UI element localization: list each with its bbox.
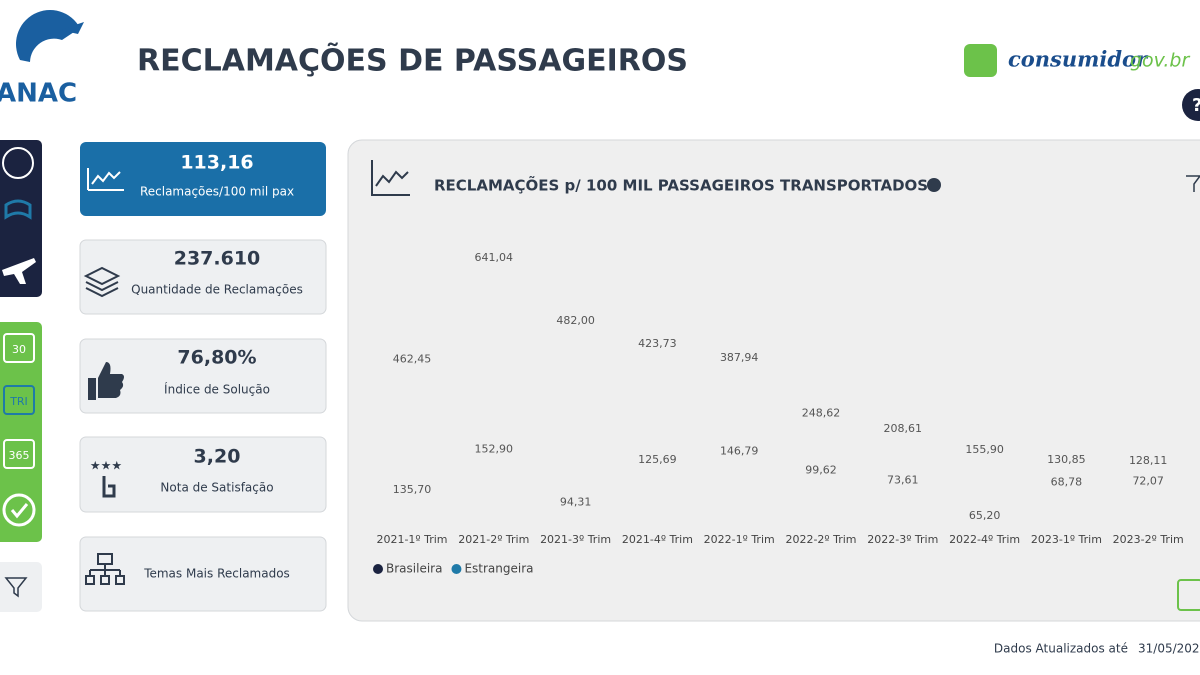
check-icon [10, 503, 29, 519]
legend-marker [451, 564, 462, 574]
x-tick-label: 2022-2º Trim [785, 533, 856, 546]
logo-plane [60, 22, 84, 34]
kpi-value: 3,20 [194, 446, 241, 468]
brand-icon [964, 44, 997, 77]
data-label: 208,61 [884, 422, 923, 435]
x-tick-label: 2023-1º Trim [1031, 533, 1102, 546]
kpi-value: 76,80% [177, 347, 256, 369]
kpi-label: Temas Mais Reclamados [143, 567, 290, 581]
kpi-icon [87, 168, 124, 191]
clear-filter-icon [4, 577, 28, 598]
chart-card [347, 139, 1200, 622]
data-label: 462,45 [393, 353, 432, 366]
data-label: 68,78 [1051, 476, 1083, 489]
x-tick-label: 2022-4º Trim [949, 533, 1020, 546]
kpi-card[interactable] [79, 239, 327, 315]
data-label: 135,70 [393, 483, 432, 496]
kpi-icon-hand [102, 476, 116, 498]
x-tick-label: 2021-2º Trim [458, 533, 529, 546]
data-label: 130,85 [1047, 453, 1086, 466]
period-label[interactable]: 365 [9, 449, 30, 462]
kpi-label: Reclamações/100 mil pax [140, 185, 294, 199]
kpi-value: 237.610 [174, 248, 261, 270]
footer-label: Dados Atualizados até [994, 642, 1128, 656]
filter-group [0, 140, 42, 297]
legend-label: Brasileira [386, 562, 442, 576]
period-button[interactable] [3, 439, 35, 469]
brand-name: consumidor [1008, 47, 1149, 72]
footer-date: 31/05/2023 [1138, 642, 1200, 656]
data-label: 482,00 [556, 314, 595, 327]
table-button[interactable] [1177, 579, 1200, 611]
x-tick-label: 2021-1º Trim [376, 533, 447, 546]
kpi-card[interactable] [79, 536, 327, 612]
legend-marker [373, 564, 383, 574]
info-icon[interactable] [927, 178, 941, 192]
kpi-icon [83, 266, 121, 298]
kpi-card[interactable] [79, 436, 327, 513]
kpi-value: 113,16 [180, 152, 253, 174]
data-label: 152,90 [475, 442, 514, 455]
clear-filter-button[interactable] [0, 562, 42, 612]
data-label: 65,20 [969, 509, 1001, 522]
kpi-icon: ★★★ [90, 459, 122, 473]
period-label[interactable]: TRI [9, 395, 28, 408]
logo-mark [16, 10, 80, 62]
x-tick-label: 2022-1º Trim [704, 533, 775, 546]
data-label: 125,69 [638, 453, 677, 466]
chart-title: RECLAMAÇÕES p/ 100 MIL PASSAGEIROS TRANS… [434, 176, 928, 195]
kpi-icon [85, 553, 125, 585]
x-tick-label: 2021-4º Trim [622, 533, 693, 546]
data-label: 387,94 [720, 351, 759, 364]
data-label: 94,31 [560, 495, 592, 508]
page-title: RECLAMAÇÕES DE PASSAGEIROS [137, 42, 688, 79]
data-label: 423,73 [638, 337, 677, 350]
kpi-card[interactable] [80, 142, 326, 216]
data-label: 99,62 [805, 463, 837, 476]
x-tick-label: 2023-2º Trim [1113, 533, 1184, 546]
kpi-icon [88, 362, 124, 400]
data-label: 248,62 [802, 406, 841, 419]
flag-button[interactable] [4, 199, 32, 220]
logo-text: ANAC [0, 79, 77, 109]
chart-icon [371, 160, 410, 196]
period-button[interactable] [3, 385, 35, 415]
data-label: 146,79 [720, 445, 759, 458]
help-button[interactable] [1182, 89, 1200, 121]
kpi-card[interactable] [79, 338, 327, 414]
x-tick-label: 2021-3º Trim [540, 533, 611, 546]
kpi-label: Índice de Solução [164, 382, 270, 397]
period-group [0, 322, 42, 542]
data-label: 72,07 [1132, 474, 1164, 487]
kpi-label: Nota de Satisfação [160, 481, 273, 495]
plane-button[interactable] [2, 258, 36, 284]
brand-suffix: gov.br [1130, 50, 1190, 72]
period-label[interactable]: 30 [12, 343, 26, 356]
globe-button[interactable] [2, 147, 34, 179]
filter-icon[interactable] [1186, 175, 1200, 192]
help-icon[interactable]: ? [1192, 95, 1200, 116]
check-button[interactable] [2, 493, 36, 527]
data-label: 73,61 [887, 474, 919, 487]
data-label: 128,11 [1129, 454, 1168, 467]
legend-label: Estrangeira [464, 562, 533, 576]
x-tick-label: 2022-3º Trim [867, 533, 938, 546]
kpi-label: Quantidade de Reclamações [131, 283, 303, 297]
period-button[interactable] [3, 333, 35, 363]
data-label: 155,90 [965, 443, 1004, 456]
data-label: 641,04 [475, 251, 514, 264]
